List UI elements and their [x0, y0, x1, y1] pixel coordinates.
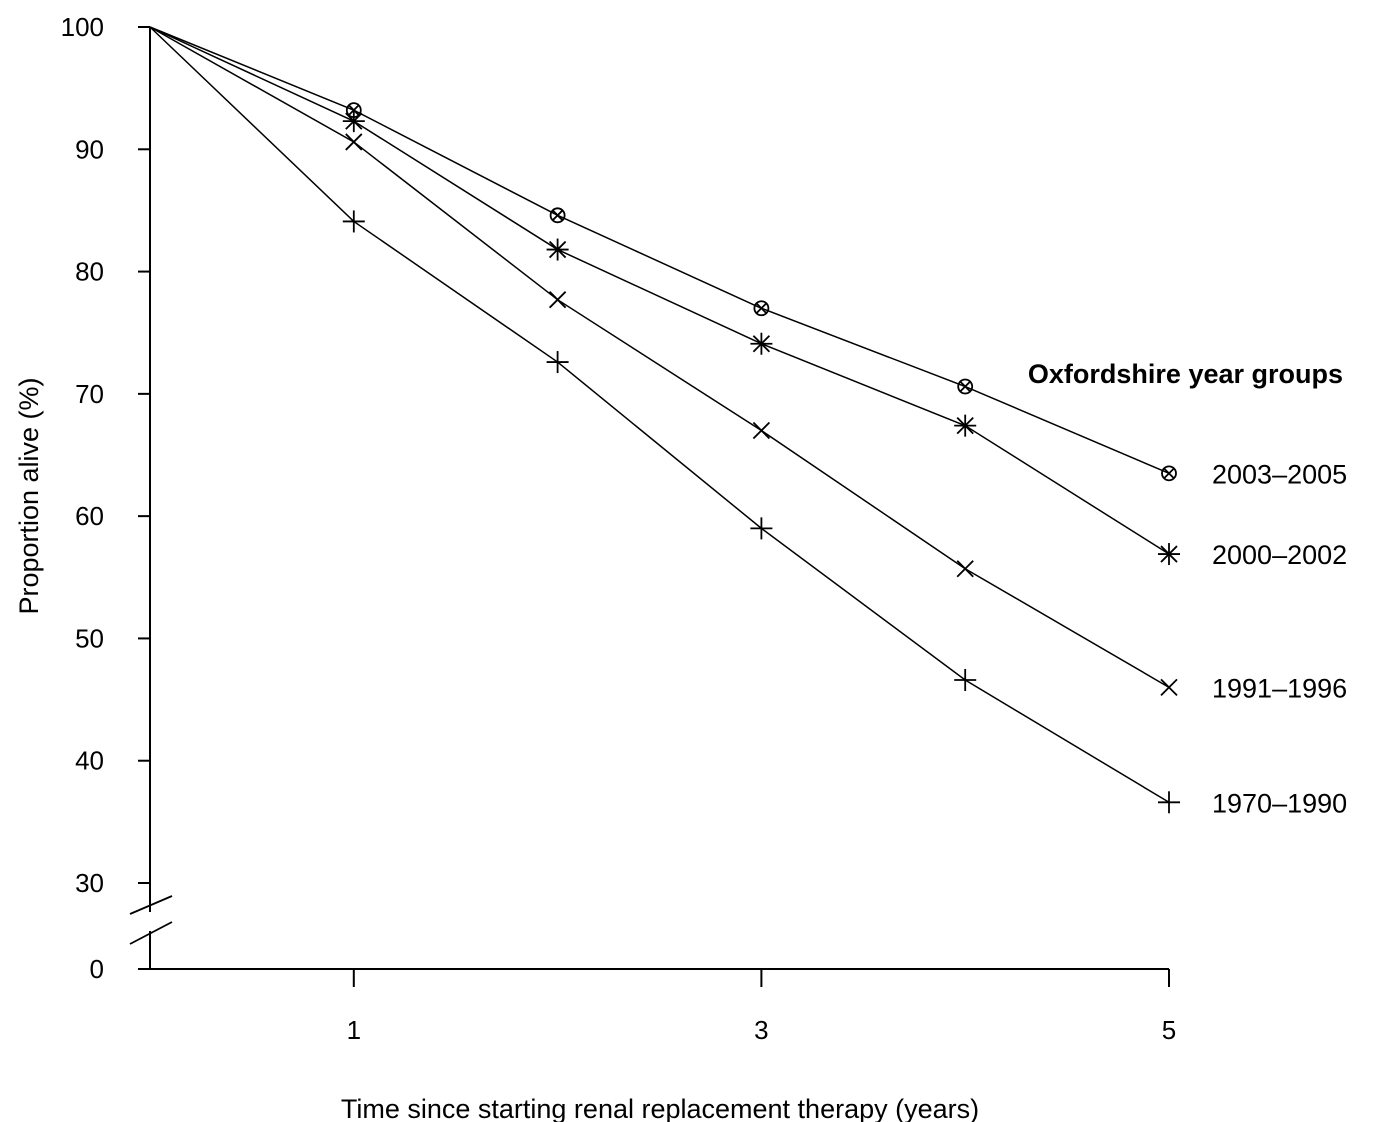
y-tick-label: 60 [75, 501, 104, 531]
data-point [342, 110, 365, 133]
data-point [546, 238, 569, 261]
data-point [1158, 791, 1180, 814]
series-line [149, 26, 1170, 475]
axis-break-gap [138, 912, 162, 931]
data-point [956, 560, 974, 578]
series-layer: 2003–2005 2000–2002 1991–1996 1970–1990 [149, 26, 1347, 818]
series-line [149, 26, 1170, 688]
y-tick-label: 80 [75, 257, 104, 287]
y-axis-title: Proportion alive (%) [14, 377, 44, 614]
data-point [546, 351, 569, 374]
data-point [753, 300, 770, 317]
series-label: 1991–1996 [1212, 673, 1347, 703]
data-point [548, 291, 567, 309]
x-tick-label: 1 [347, 1015, 361, 1045]
data-point [954, 669, 977, 692]
y-tick-label: 30 [75, 868, 104, 898]
data-point [957, 378, 974, 395]
data-point [752, 421, 771, 440]
legend-title: Oxfordshire year groups [1028, 359, 1343, 389]
series-1991-1996: 1991–1996 [149, 26, 1347, 703]
series-label: 2000–2002 [1212, 540, 1347, 570]
y-tick-label: 40 [75, 746, 104, 776]
data-point [1160, 678, 1178, 696]
data-point [1161, 465, 1177, 482]
y-tick-label: 50 [75, 623, 104, 653]
x-axis-title: Time since starting renal replacement th… [341, 1094, 979, 1122]
series-1970-1990: 1970–1990 [149, 26, 1347, 818]
y-tick-label: 90 [75, 134, 104, 164]
data-point [549, 207, 566, 224]
data-point [342, 210, 365, 233]
x-tick-label: 3 [754, 1015, 768, 1045]
y-tick-label: 0 [90, 954, 104, 984]
data-point [954, 414, 977, 437]
series-label: 2003–2005 [1212, 459, 1347, 489]
axes: 100 90 80 70 60 50 40 30 0 1 3 5 [61, 12, 1177, 1045]
series-2000-2002: 2000–2002 [149, 26, 1347, 570]
series-2003-2005: 2003–2005 [149, 26, 1347, 489]
y-tick-label: 70 [75, 379, 104, 409]
y-tick-label: 100 [61, 12, 104, 42]
x-tick-label: 5 [1162, 1015, 1176, 1045]
series-label: 1970–1990 [1212, 788, 1347, 818]
axis-break-mark [129, 921, 173, 945]
data-point [345, 133, 363, 151]
data-point [1158, 543, 1180, 566]
series-line [149, 26, 1170, 555]
data-point [750, 332, 773, 355]
series-line [149, 26, 1170, 803]
data-point [750, 517, 773, 540]
axis-break-mark [129, 895, 173, 915]
